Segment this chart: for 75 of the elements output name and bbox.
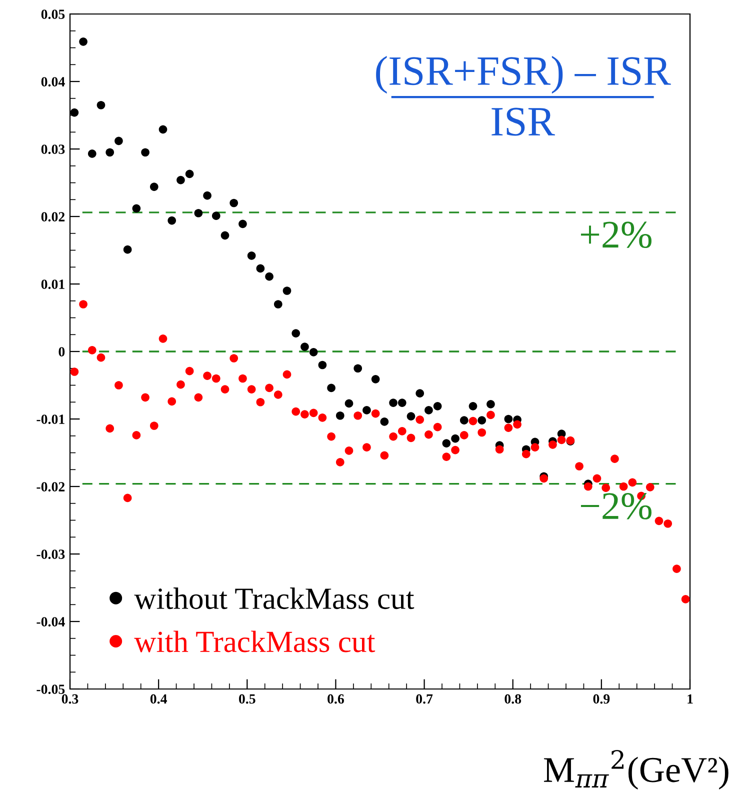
point [282, 286, 292, 295]
point [309, 348, 318, 356]
x-tick-label: 0.8 [504, 694, 522, 704]
point [70, 108, 79, 117]
point [114, 136, 123, 146]
point [344, 399, 354, 408]
point [478, 416, 486, 425]
point [79, 38, 88, 46]
point [318, 360, 327, 370]
point [220, 231, 230, 240]
point [168, 216, 176, 225]
point [203, 191, 212, 200]
point [212, 212, 220, 220]
x-axis-title: M$_{ππ}$$^{2}$(GeV²) [544, 750, 728, 790]
point [433, 402, 442, 410]
point [371, 375, 380, 384]
y-tick-label: -0.01 [36, 414, 64, 424]
y-tick-label: 0 [58, 347, 65, 356]
legend-label: without TrackMass cut [134, 588, 414, 610]
x-tick-label: 0.3 [62, 694, 78, 704]
y-tick-label: -0.03 [36, 550, 65, 560]
y-tick-label: 0.03 [41, 144, 65, 154]
point [327, 384, 336, 392]
x-tick-label: 1 [688, 694, 693, 704]
point [354, 364, 362, 373]
point [238, 220, 247, 228]
point [336, 411, 344, 420]
point [176, 176, 185, 184]
point [486, 400, 495, 408]
point [230, 198, 238, 208]
x-tick-label: 0.7 [416, 694, 433, 704]
y-tick-label: 0.01 [41, 280, 64, 290]
point [106, 148, 114, 157]
point [123, 245, 132, 254]
point [265, 272, 274, 281]
point [256, 264, 265, 273]
point [96, 100, 106, 110]
point [406, 412, 416, 420]
point [380, 418, 389, 426]
point [185, 170, 194, 178]
y-tick-label: 0.04 [41, 77, 65, 87]
ref-line-label: +2% [580, 222, 652, 248]
point [194, 208, 203, 218]
y-tick-label: -0.02 [36, 482, 65, 492]
point [362, 406, 371, 414]
legend-label: with TrackMass cut [134, 630, 376, 652]
point [141, 148, 150, 157]
point [416, 389, 424, 398]
point [398, 398, 406, 407]
y-tick-label: -0.04 [36, 617, 65, 627]
point [300, 342, 309, 351]
point [274, 300, 282, 308]
point [451, 434, 460, 443]
point [132, 204, 141, 213]
point [468, 402, 478, 410]
annotation: ISR [492, 108, 555, 136]
x-tick-label: 0.5 [238, 694, 256, 704]
point [158, 125, 168, 134]
y-tick-label: -0.05 [36, 684, 65, 694]
y-tick-label: 0.05 [41, 10, 65, 20]
point [424, 406, 433, 414]
x-tick-label: 0.4 [150, 694, 167, 704]
x-tick-label: 0.9 [593, 694, 610, 704]
ref-line-label: −2% [580, 493, 652, 520]
point [247, 251, 256, 260]
y-tick-label: 0.02 [41, 212, 65, 222]
point [504, 414, 513, 424]
point [88, 150, 96, 158]
point [460, 416, 468, 425]
point [292, 329, 300, 338]
point [442, 439, 451, 448]
x-tick-label: 0.6 [328, 694, 344, 704]
annotation: (ISR+FSR) – ISR [376, 56, 671, 94]
point [150, 182, 158, 191]
point [389, 398, 398, 407]
